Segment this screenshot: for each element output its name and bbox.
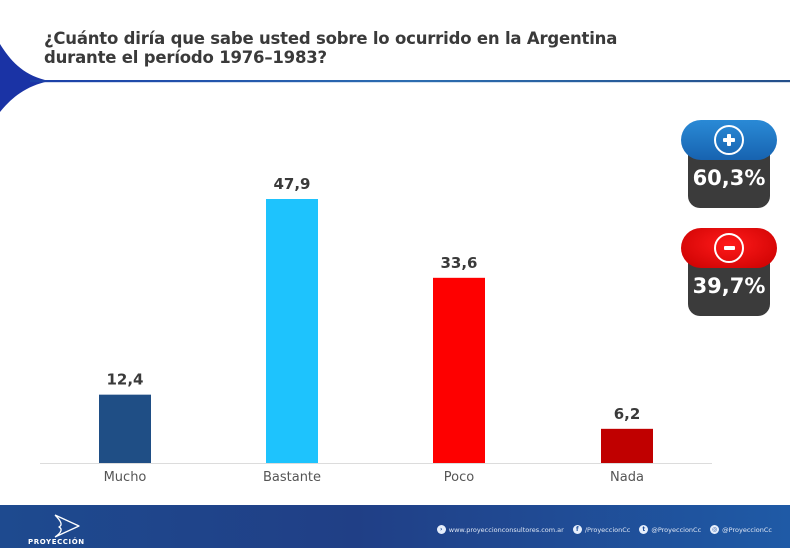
value-label-bastante: 47,9 [273, 175, 310, 193]
category-label-nada: Nada [610, 470, 644, 485]
proyeccion-logo-icon [54, 514, 80, 538]
bar-nada [601, 428, 653, 463]
value-label-mucho: 12,4 [106, 371, 143, 389]
minus-circle-icon [714, 233, 744, 263]
plus-circle-icon [714, 125, 744, 155]
instagram-link[interactable]: ◎ @ProyeccionCc [710, 525, 772, 534]
facebook-icon: f [572, 525, 582, 534]
page-title: ¿Cuánto diría que sabe usted sobre lo oc… [44, 29, 617, 67]
facebook-link[interactable]: f/ProyeccionCc [572, 525, 630, 534]
positive-badge-cap [681, 120, 777, 160]
bar-chart: 12,4 Mucho 47,9 Bastante 33,6 Poco 6,2 Nada [40, 175, 712, 485]
category-label-mucho: Mucho [104, 470, 147, 485]
title-line-1: ¿Cuánto diría que sabe usted sobre lo oc… [44, 29, 618, 48]
positive-summary-badge: 60,3% [681, 120, 777, 208]
value-label-nada: 6,2 [614, 405, 641, 423]
twitter-link[interactable]: t @ProyeccionCc [639, 525, 701, 534]
category-label-bastante: Bastante [263, 470, 321, 485]
header-swoosh [0, 44, 790, 112]
bar-poco [433, 277, 485, 463]
twitter-icon: t [639, 525, 649, 534]
negative-percentage: 39,7% [692, 274, 766, 298]
instagram-icon: ◎ [710, 525, 720, 534]
value-label-poco: 33,6 [440, 254, 477, 272]
website-link[interactable]: › www.proyeccionconsultores.com.ar [436, 525, 564, 534]
bar-mucho [99, 394, 151, 463]
footer-bar: PROYECCIÓN › www.proyeccionconsultores.co… [0, 505, 790, 548]
bar-bastante [266, 199, 318, 463]
brand-name: PROYECCIÓN [28, 538, 85, 546]
negative-summary-badge: 39,7% [681, 228, 777, 316]
negative-badge-cap [681, 228, 777, 268]
category-label-poco: Poco [444, 470, 474, 485]
title-line-2: durante el período 1976–1983? [44, 48, 327, 67]
positive-percentage: 60,3% [692, 166, 766, 190]
web-icon: › [436, 525, 446, 534]
social-links: › www.proyeccionconsultores.com.ar f/Proy… [433, 525, 772, 534]
